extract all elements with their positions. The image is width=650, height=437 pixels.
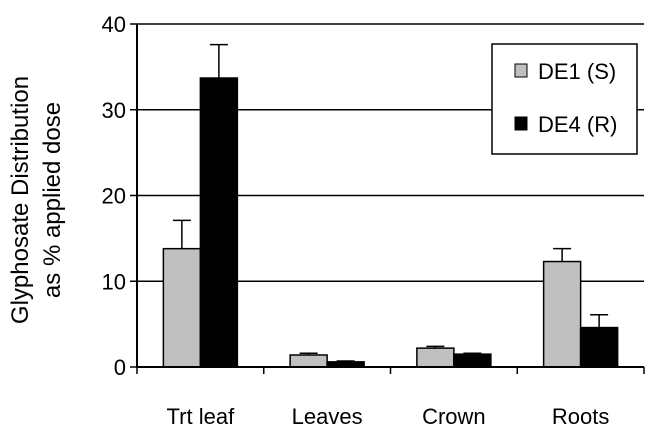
y-tick-label: 20 [102,184,126,209]
y-tick-label: 10 [102,269,126,294]
bar-de4-r [453,353,492,368]
y-tick-label: 30 [102,98,126,123]
x-tick-label: Trt leaf [167,404,236,429]
bars [162,43,619,368]
legend-box [491,43,638,155]
x-tick-label: Roots [552,404,609,429]
y-axis-title-line-1: Glyphosate Distribution [7,76,34,324]
bar-de1-s [289,354,328,368]
legend-swatch-de1 [514,63,528,78]
legend-swatch-de4 [514,116,528,131]
y-tick-label: 40 [102,12,126,37]
bar-de1-s [542,260,582,368]
tick-labels: 0 10 20 30 40 Trt leaf Leaves Crown Roots [102,12,645,429]
legend: DE1 (S) DE4 (R) [491,43,638,155]
legend-label-de4: DE4 (R) [538,112,617,137]
x-tick-label: Crown [422,404,486,429]
x-tick-label: Leaves [292,404,363,429]
legend-label-de1: DE1 (S) [538,59,616,84]
y-tick-label: 0 [114,355,126,380]
y-axis-title: Glyphosate Distribution as % applied dos… [7,76,66,324]
y-axis-title-line-2: as % applied dose [39,102,66,298]
bar-de4-r [579,326,619,368]
bar-de1-s [162,247,202,368]
bar-de4-r [199,77,239,368]
bar-de1-s [416,347,455,368]
